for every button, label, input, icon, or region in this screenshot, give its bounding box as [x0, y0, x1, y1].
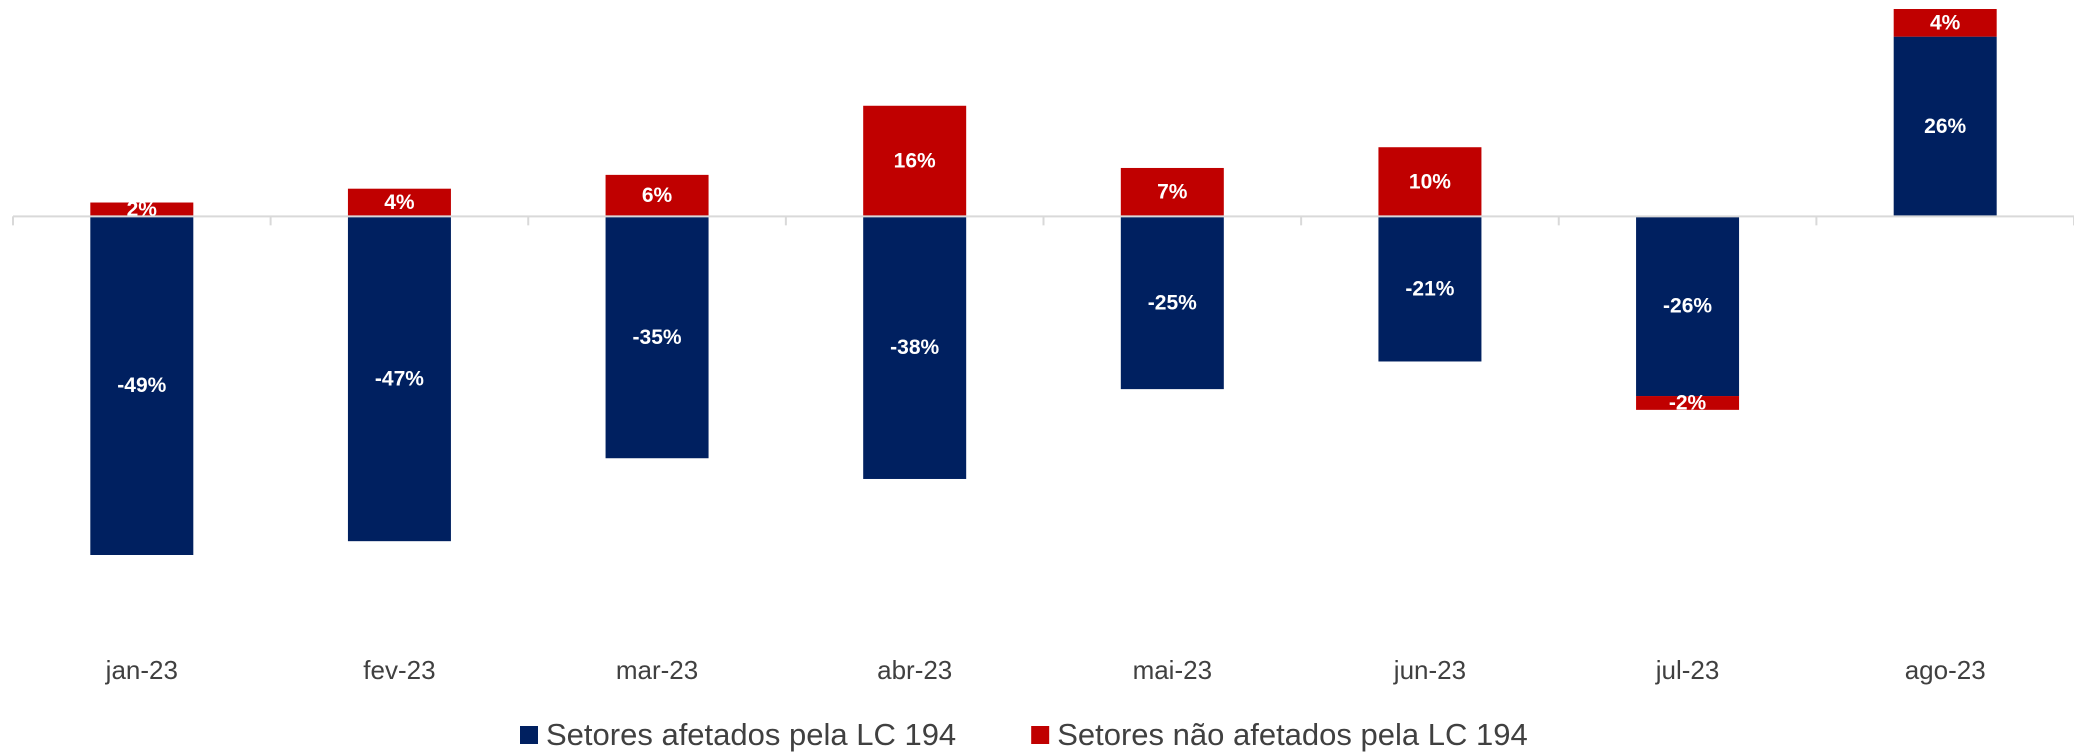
value-label: 4%: [384, 191, 415, 214]
value-label: 26%: [1924, 115, 1966, 138]
x-tick-label: mar-23: [616, 655, 698, 685]
value-label: 2%: [127, 198, 158, 221]
bar: [1378, 216, 1482, 362]
bar: [1120, 216, 1224, 390]
bar: [605, 216, 709, 459]
value-label: 10%: [1409, 170, 1451, 193]
bar: [1120, 167, 1224, 217]
x-tick-label: fev-23: [363, 655, 435, 685]
value-label: 4%: [1930, 11, 1961, 34]
value-label: 16%: [894, 150, 936, 173]
bar: [1893, 36, 1997, 217]
bar: [90, 202, 194, 217]
value-label: -47%: [375, 367, 424, 390]
bar: [605, 174, 709, 217]
bar: [863, 216, 967, 479]
value-label: -38%: [890, 336, 939, 359]
value-label: -49%: [117, 374, 166, 397]
value-label: 7%: [1157, 181, 1188, 204]
value-label: -26%: [1663, 295, 1712, 318]
bar: [1893, 9, 1997, 37]
bar: [1636, 216, 1740, 397]
legend-swatch: [520, 726, 538, 744]
value-label: -21%: [1405, 277, 1454, 300]
x-tick-label: mai-23: [1133, 655, 1212, 685]
bar: [863, 105, 967, 217]
value-label: -35%: [633, 326, 682, 349]
legend-swatch: [1031, 726, 1050, 744]
value-label: -25%: [1148, 291, 1197, 314]
x-tick-label: jun-23: [1393, 655, 1466, 685]
bar: [347, 188, 451, 217]
bar: [1378, 147, 1482, 217]
bar: [1636, 396, 1740, 410]
legend-label: Setores não afetados pela LC 194: [1057, 717, 1528, 752]
value-label: -2%: [1669, 391, 1707, 414]
bar: [347, 216, 451, 542]
x-tick-label: ago-23: [1905, 655, 1986, 685]
x-tick-label: jan-23: [105, 655, 178, 685]
x-tick-label: jul-23: [1655, 655, 1720, 685]
value-label: 6%: [642, 184, 673, 207]
legend-label: Setores afetados pela LC 194: [546, 717, 956, 752]
bar: [90, 216, 194, 555]
x-tick-label: abr-23: [877, 655, 952, 685]
